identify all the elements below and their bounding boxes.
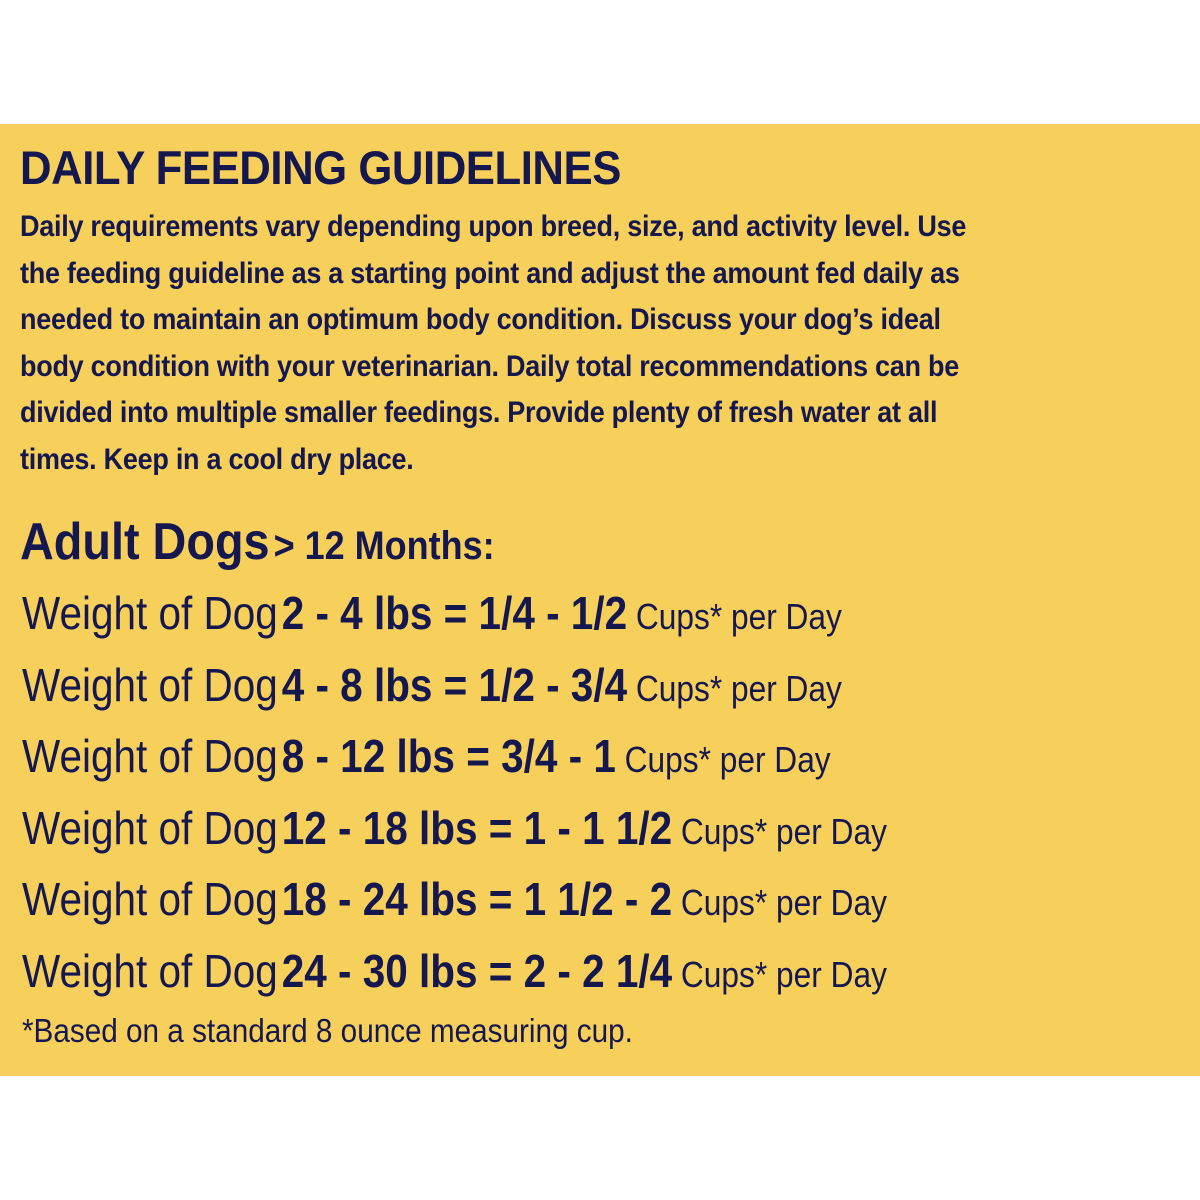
row-label: Weight of Dog [22,873,278,925]
row-label: Weight of Dog [22,587,278,639]
row-unit: Cups* per Day [624,739,831,780]
feeding-row: Weight of Dog 4 - 8 lbs = 1/2 - 3/4 Cups*… [22,658,887,730]
section-heading-main: Adult Dogs [20,513,270,571]
row-unit: Cups* per Day [680,810,887,852]
description-paragraph: Daily requirements vary depending upon b… [20,204,1190,483]
paragraph-line: the feeding guideline as a starting poin… [20,256,960,290]
row-unit: Cups* per Day [635,596,842,637]
paragraph-line: needed to maintain an optimum body condi… [20,303,941,336]
paragraph-line: body condition with your veterinarian. D… [20,349,959,383]
row-unit: Cups* per Day [680,882,887,923]
paragraph-line: divided into multiple smaller feedings. … [20,396,938,429]
feeding-row: Weight of Dog 8 - 12 lbs = 3/4 - 1 Cups* … [22,729,887,801]
feeding-row: Weight of Dog 12 - 18 lbs = 1 - 1 1/2 Cup… [22,801,887,873]
row-value: 24 - 30 lbs = 2 - 2 1/4 [281,944,673,997]
footnote: *Based on a standard 8 ounce measuring c… [22,1012,633,1049]
paragraph-line: times. Keep in a cool dry place. [20,442,414,476]
row-label: Weight of Dog [22,801,278,854]
page-title: DAILY FEEDING GUIDELINES [20,141,621,194]
row-value: 4 - 8 lbs = 1/2 - 3/4 [281,658,628,711]
paragraph-line: Daily requirements vary depending upon b… [20,210,967,243]
feeding-row: Weight of Dog 24 - 30 lbs = 2 - 2 1/4 Cup… [22,944,887,1016]
row-value: 18 - 24 lbs = 1 1/2 - 2 [281,873,673,925]
row-label: Weight of Dog [22,944,278,997]
row-label: Weight of Dog [22,658,278,711]
row-value: 2 - 4 lbs = 1/4 - 1/2 [281,587,628,639]
row-value: 12 - 18 lbs = 1 - 1 1/2 [281,801,673,854]
section-heading-suffix: > 12 Months: [273,524,495,568]
feeding-row: Weight of Dog 2 - 4 lbs = 1/4 - 1/2 Cups*… [22,586,887,658]
row-unit: Cups* per Day [680,953,887,995]
row-label: Weight of Dog [22,730,278,782]
feeding-table: Weight of Dog 2 - 4 lbs = 1/4 - 1/2 Cups*… [22,586,1005,1015]
feeding-guidelines-panel: DAILY FEEDING GUIDELINES Daily requireme… [0,124,1200,1076]
row-value: 8 - 12 lbs = 3/4 - 1 [281,730,616,782]
feeding-row: Weight of Dog 18 - 24 lbs = 1 1/2 - 2 Cup… [22,872,887,944]
row-unit: Cups* per Day [635,667,842,709]
section-heading: Adult Dogs > 12 Months: [20,512,495,572]
